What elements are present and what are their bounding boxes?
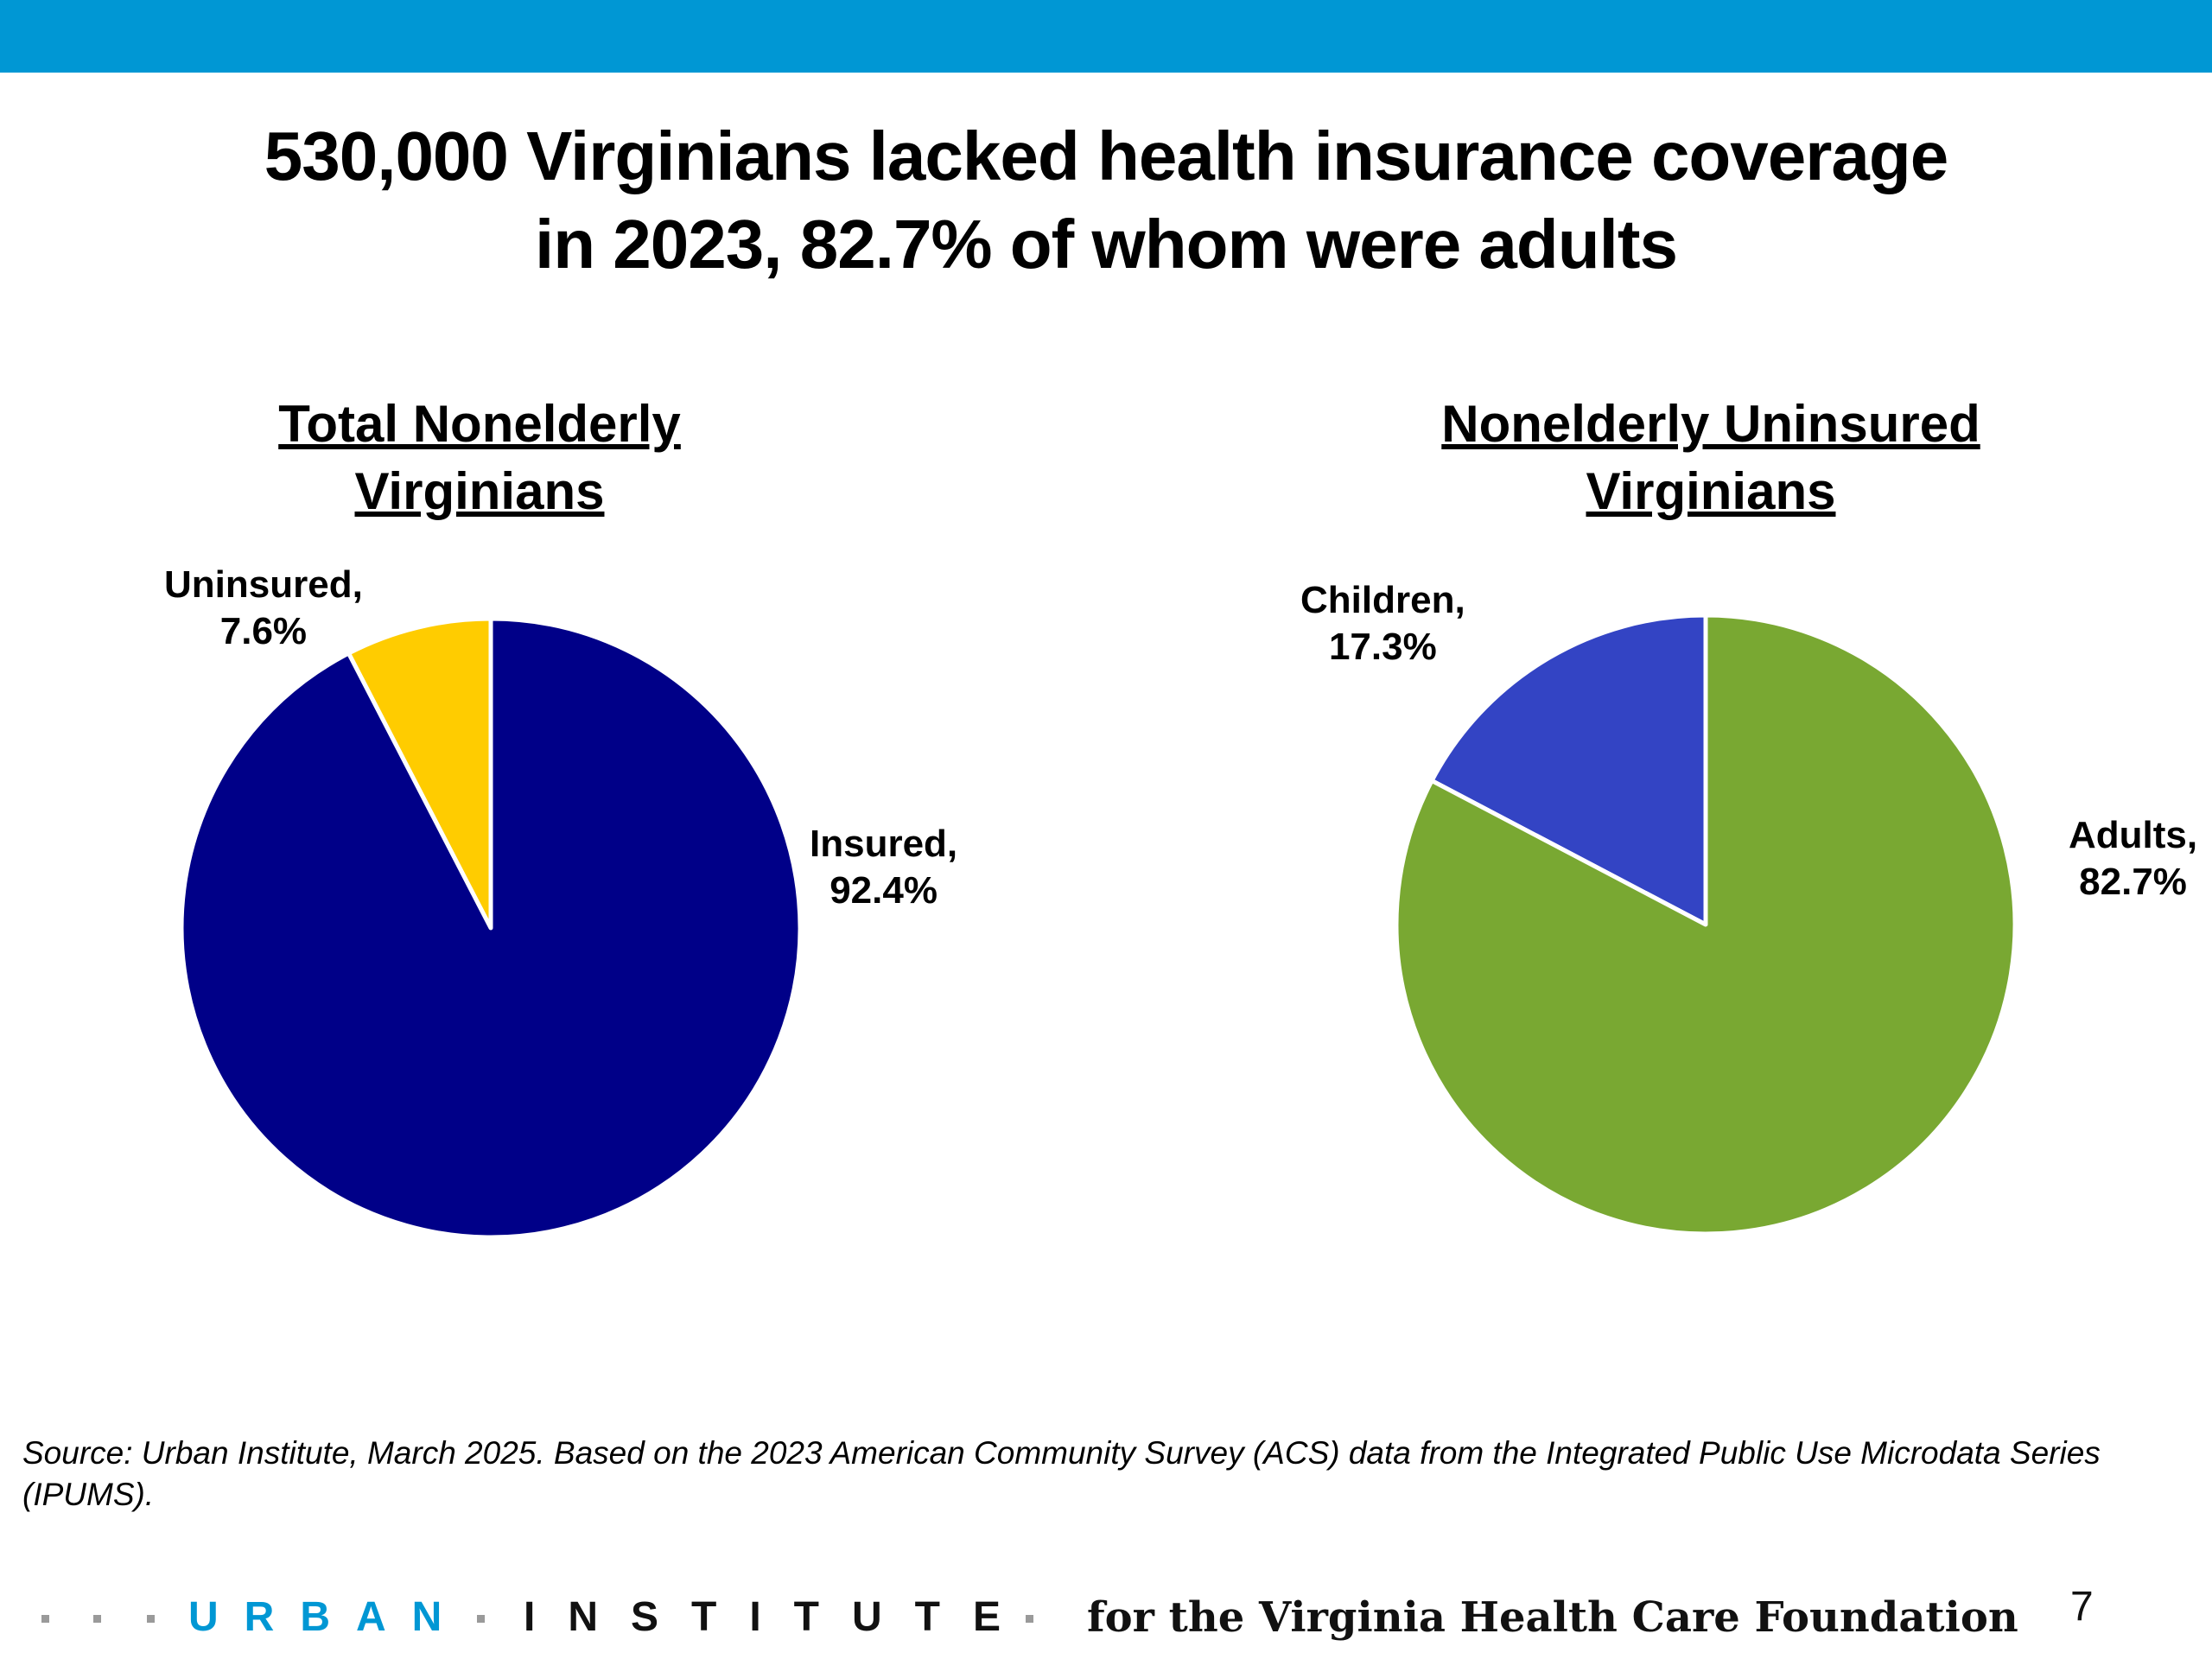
chart-title-left-line1: Total Nonelderly	[278, 395, 681, 453]
top-accent-bar	[0, 0, 2212, 73]
slice-label-uninsured: Uninsured, 7.6%	[164, 562, 363, 655]
urban-logo-text: URBAN	[188, 1594, 468, 1640]
pie-slice-uninsured	[346, 616, 493, 931]
footer-dot	[147, 1615, 155, 1623]
footer-dot	[93, 1615, 101, 1623]
slide-title: 530,000 Virginians lacked health insuran…	[0, 112, 2212, 289]
slice-label-children-value: 17.3%	[1328, 626, 1437, 668]
chart-title-nonelderly-uninsured: Nonelderly Uninsured Virginians	[1322, 391, 2100, 525]
slice-label-adults-name: Adults,	[2069, 814, 2198, 856]
source-note: Source: Urban Institute, March 2025. Bas…	[22, 1435, 2101, 1512]
slice-label-insured: Insured, 92.4%	[810, 821, 957, 914]
slice-label-children: Children, 17.3%	[1300, 577, 1465, 671]
chart-title-right-line1: Nonelderly Uninsured	[1441, 395, 1980, 453]
footer-dot	[1026, 1615, 1033, 1623]
institute-logo-text: INSTITUTE	[524, 1594, 1033, 1640]
chart-title-right-line2: Virginians	[1586, 462, 1836, 520]
slice-label-children-name: Children,	[1300, 579, 1465, 621]
slide-title-line1: 530,000 Virginians lacked health insuran…	[264, 118, 1949, 194]
pie-slice-adults	[1394, 613, 2018, 1236]
slice-label-adults: Adults, 82.7%	[2069, 812, 2197, 906]
footer-dot	[41, 1615, 49, 1623]
pie-chart-nonelderly-uninsured	[1394, 613, 2018, 1236]
foundation-tagline: for the Virginia Health Care Foundation	[1087, 1593, 2018, 1642]
pie-chart-total-nonelderly	[179, 616, 803, 1240]
slide-title-line2: in 2023, 82.7% of whom were adults	[534, 206, 1678, 283]
pie-slice-children	[1429, 613, 1708, 927]
slice-label-insured-value: 92.4%	[830, 869, 938, 912]
slice-label-uninsured-name: Uninsured,	[164, 563, 363, 606]
chart-title-left-line2: Virginians	[354, 462, 605, 520]
footer-dot	[477, 1615, 485, 1623]
pie-slice-insured	[179, 616, 803, 1240]
slice-label-insured-name: Insured,	[810, 823, 958, 865]
chart-title-total-nonelderly: Total Nonelderly Virginians	[91, 391, 868, 525]
page-number: 7	[2070, 1584, 2094, 1630]
slice-label-adults-value: 82.7%	[2079, 861, 2187, 903]
slice-label-uninsured-value: 7.6%	[219, 610, 308, 652]
